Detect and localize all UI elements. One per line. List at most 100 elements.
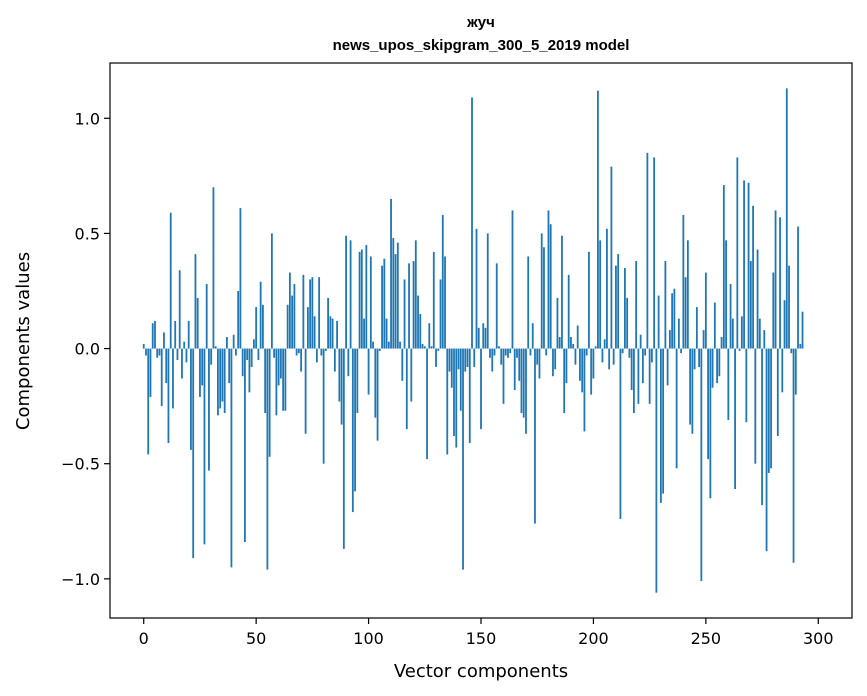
- bar: [491, 348, 494, 372]
- bar: [253, 339, 255, 349]
- bar: [226, 337, 228, 349]
- bar: [201, 348, 204, 386]
- bar: [250, 348, 253, 367]
- bar: [693, 348, 696, 370]
- x-tick-label: 0: [139, 629, 149, 648]
- bar: [554, 348, 557, 370]
- bar: [781, 348, 784, 393]
- chart-title: жуч: [466, 14, 495, 31]
- y-axis-ticks: −1.0 −0.5 0.0 0.5 1.0: [61, 109, 110, 589]
- bar: [641, 348, 644, 384]
- bar: [572, 343, 575, 349]
- bar: [214, 346, 217, 349]
- bar: [776, 348, 779, 437]
- bar: [684, 277, 687, 349]
- bar: [183, 341, 186, 349]
- bar: [511, 210, 514, 349]
- bar: [709, 348, 712, 499]
- bar: [246, 348, 249, 361]
- bar: [635, 261, 638, 349]
- bar: [257, 348, 260, 361]
- x-tick-label: 300: [803, 629, 834, 648]
- bar: [486, 233, 489, 349]
- bar: [475, 228, 478, 349]
- bar: [190, 348, 192, 450]
- bar: [309, 279, 312, 349]
- bar: [439, 279, 442, 349]
- bar: [154, 320, 156, 349]
- bar: [648, 348, 651, 404]
- bar: [417, 295, 419, 349]
- bar: [662, 348, 665, 494]
- bar: [700, 348, 703, 582]
- bar: [727, 348, 730, 420]
- bar: [707, 348, 709, 460]
- bar: [360, 249, 363, 349]
- bar: [590, 348, 593, 395]
- bar: [538, 348, 541, 379]
- bar: [345, 235, 347, 349]
- bar: [441, 214, 444, 349]
- bar: [358, 251, 361, 349]
- bar: [199, 348, 201, 397]
- bar: [704, 272, 707, 349]
- bar: [749, 261, 752, 349]
- bar: [788, 265, 790, 349]
- bar: [464, 348, 467, 372]
- bar: [628, 348, 631, 358]
- bar: [349, 240, 352, 349]
- bar: [657, 295, 660, 349]
- bar: [387, 341, 390, 349]
- bar: [599, 240, 602, 349]
- bar: [228, 348, 231, 384]
- bar: [448, 348, 451, 372]
- bar: [347, 348, 350, 377]
- bar: [574, 348, 577, 365]
- bar: [563, 348, 566, 414]
- bar: [673, 288, 676, 349]
- bar: [666, 348, 669, 386]
- bar: [437, 348, 440, 351]
- bar: [659, 348, 662, 503]
- bar: [430, 346, 433, 349]
- bar: [223, 348, 226, 414]
- bar: [372, 341, 374, 349]
- bar: [671, 293, 674, 349]
- bar: [239, 208, 242, 349]
- bar: [428, 323, 431, 349]
- bar: [608, 348, 611, 370]
- bar: [187, 320, 190, 349]
- bar: [392, 238, 395, 349]
- bar: [306, 307, 309, 349]
- bar: [779, 217, 781, 349]
- bar: [178, 270, 181, 349]
- bar: [698, 348, 700, 367]
- bar: [570, 337, 572, 349]
- bar: [385, 318, 388, 349]
- bar: [702, 330, 705, 349]
- bar: [468, 348, 471, 443]
- bar: [396, 242, 399, 349]
- bar: [169, 212, 172, 349]
- bar: [783, 300, 786, 349]
- bar: [329, 316, 332, 349]
- bar: [185, 348, 188, 363]
- bar: [208, 348, 210, 471]
- bar: [729, 284, 732, 349]
- bar: [738, 348, 741, 351]
- bar: [556, 297, 559, 349]
- bar: [453, 348, 455, 437]
- bar: [547, 210, 550, 349]
- bar: [484, 327, 487, 349]
- bar: [237, 290, 240, 349]
- bar: [374, 348, 377, 418]
- bar: [365, 244, 368, 349]
- bar: [262, 304, 264, 349]
- bar: [405, 348, 408, 430]
- bar: [785, 88, 788, 349]
- bar: [743, 180, 745, 349]
- y-axis-label: Components values: [13, 252, 34, 430]
- bar: [774, 210, 777, 349]
- bar: [369, 256, 372, 349]
- bar: [545, 348, 548, 356]
